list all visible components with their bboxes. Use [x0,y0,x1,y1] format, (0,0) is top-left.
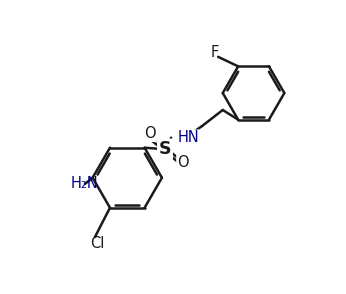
Text: S: S [159,140,171,158]
Text: O: O [145,126,156,141]
Text: HN: HN [177,130,199,145]
Text: H₂N: H₂N [71,176,99,191]
Text: Cl: Cl [90,236,105,251]
Text: O: O [177,155,189,170]
Text: F: F [211,45,219,60]
